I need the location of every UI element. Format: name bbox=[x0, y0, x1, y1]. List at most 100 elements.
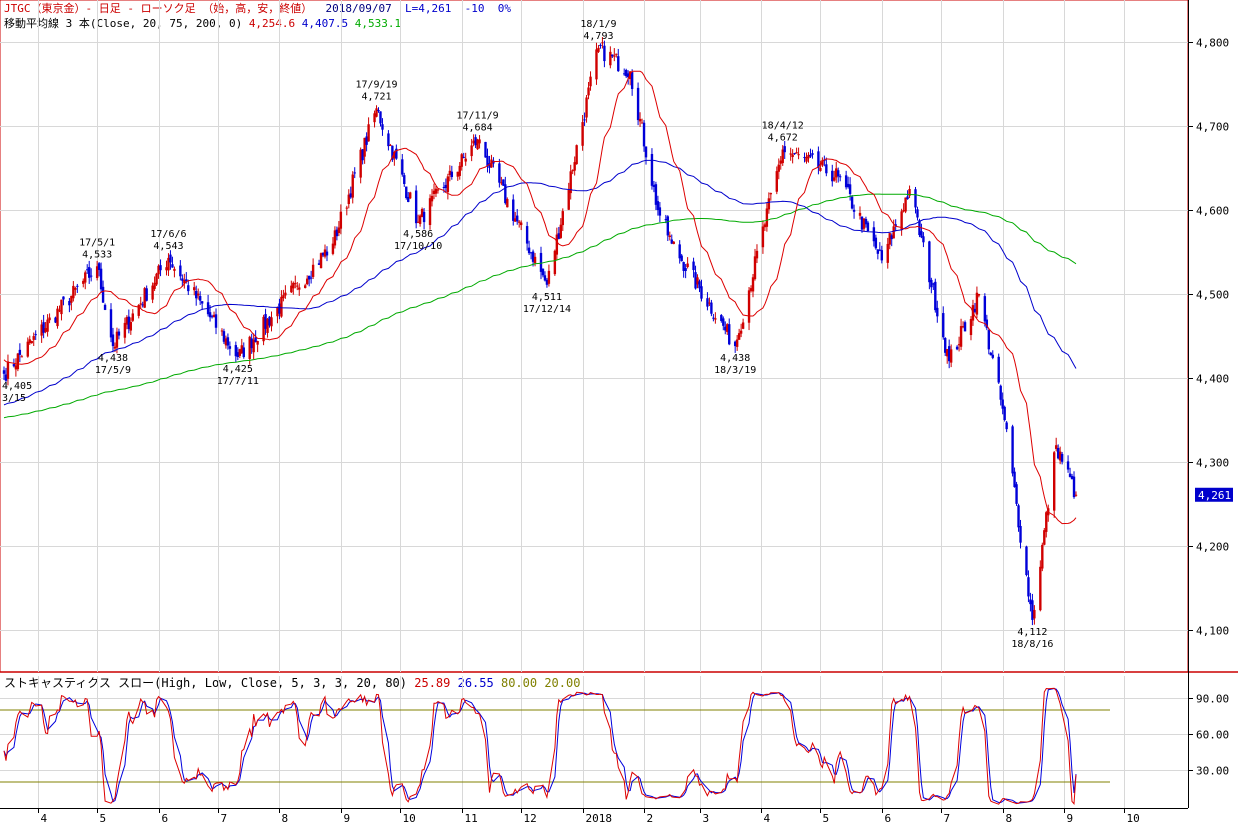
candle-body bbox=[908, 189, 911, 196]
candle-body bbox=[498, 163, 501, 183]
candle-body bbox=[670, 239, 673, 244]
candle-body bbox=[389, 144, 392, 146]
candle-body bbox=[587, 87, 590, 96]
candle-body bbox=[333, 230, 337, 246]
stoch-tick-label: 30.00 bbox=[1196, 765, 1229, 778]
price-tick-label: 4,600 bbox=[1196, 205, 1229, 218]
candle-body bbox=[54, 317, 57, 323]
candle-body bbox=[460, 154, 463, 167]
candle-body bbox=[652, 185, 656, 187]
trough-date-label: 17/12/14 bbox=[523, 304, 571, 315]
candle-body bbox=[58, 310, 61, 312]
candle-body bbox=[84, 272, 87, 283]
candle-body bbox=[228, 346, 232, 349]
trough-date-label: 17/7/11 bbox=[217, 376, 259, 387]
candle-body bbox=[977, 294, 981, 296]
candle-body bbox=[844, 175, 848, 188]
candle-body bbox=[56, 308, 59, 327]
month-label: 6 bbox=[162, 812, 169, 825]
candle-body bbox=[72, 285, 75, 299]
candle-body bbox=[387, 133, 390, 147]
ma75-line bbox=[3, 159, 1077, 406]
candle-body bbox=[706, 298, 709, 307]
candle-body bbox=[726, 324, 729, 332]
trough-price-label: 4,112 bbox=[1017, 627, 1047, 638]
candle-body bbox=[317, 263, 321, 265]
candle-body bbox=[999, 385, 1002, 400]
candle-body bbox=[347, 194, 350, 205]
candle-body bbox=[422, 211, 426, 223]
candle-body bbox=[12, 364, 16, 367]
candle-body bbox=[797, 154, 800, 156]
candle-body bbox=[700, 286, 703, 299]
month-label: 7 bbox=[221, 812, 228, 825]
candle-body bbox=[414, 190, 418, 224]
candle-body bbox=[476, 139, 479, 150]
month-label: 8 bbox=[1006, 812, 1013, 825]
candle-body bbox=[595, 49, 598, 80]
candle-body bbox=[973, 308, 977, 312]
candle-body bbox=[432, 190, 436, 195]
candle-body bbox=[589, 76, 592, 87]
candle-body bbox=[262, 316, 265, 342]
ma20-line bbox=[3, 70, 1077, 525]
candle-body bbox=[1066, 461, 1070, 470]
candle-body bbox=[644, 146, 648, 158]
candle-body bbox=[450, 171, 454, 177]
candle-body bbox=[672, 241, 675, 244]
candle-body bbox=[240, 345, 243, 354]
candle-body bbox=[238, 349, 241, 356]
stoch-tick-label: 60.00 bbox=[1196, 729, 1229, 742]
candle-body bbox=[193, 287, 196, 291]
candle-body bbox=[835, 168, 838, 178]
candle-body bbox=[88, 267, 91, 278]
candle-body bbox=[517, 221, 521, 223]
candle-body bbox=[62, 296, 65, 300]
peak-price-label: 4,721 bbox=[361, 91, 391, 102]
candle-body bbox=[710, 302, 713, 314]
candle-body bbox=[1060, 453, 1064, 462]
trough-date-label: 17/5/9 bbox=[95, 365, 131, 376]
candle-body bbox=[359, 149, 362, 178]
month-label: 2 bbox=[647, 812, 654, 825]
price-change: -10 bbox=[464, 2, 485, 15]
candle-body bbox=[775, 171, 778, 192]
candle-body bbox=[916, 209, 919, 218]
candle-body bbox=[409, 192, 412, 199]
candle-body bbox=[666, 216, 670, 236]
candle-body bbox=[860, 216, 864, 230]
candle-body bbox=[947, 346, 951, 362]
candle-body bbox=[575, 145, 578, 165]
candle-body bbox=[68, 301, 71, 306]
candle-body bbox=[458, 165, 461, 176]
candle-body bbox=[109, 309, 113, 338]
candle-body bbox=[4, 374, 8, 381]
candle-body bbox=[484, 141, 487, 158]
candle-body bbox=[296, 285, 299, 287]
candle-body bbox=[403, 175, 406, 184]
month-label: 6 bbox=[885, 812, 892, 825]
candle-body bbox=[153, 282, 156, 289]
trough-price-label: 4,438 bbox=[720, 353, 750, 364]
candle-body bbox=[444, 184, 448, 188]
candle-body bbox=[777, 164, 780, 172]
stoch-tick-label: 90.00 bbox=[1196, 693, 1229, 706]
candle-body bbox=[472, 140, 475, 144]
candle-body bbox=[838, 176, 842, 178]
price-tick-label: 4,500 bbox=[1196, 289, 1229, 302]
peak-price-label: 4,543 bbox=[153, 241, 183, 252]
month-label: 2018 bbox=[586, 812, 613, 825]
candle-body bbox=[668, 235, 671, 237]
candle-body bbox=[504, 184, 507, 204]
candle-body bbox=[904, 197, 907, 212]
stoch-lower-level: 20.00 bbox=[544, 676, 581, 690]
candle-body bbox=[345, 207, 349, 209]
candle-body bbox=[831, 170, 834, 182]
last-price: L=4,261 bbox=[404, 2, 452, 15]
candle-body bbox=[14, 365, 18, 370]
candle-body bbox=[944, 337, 947, 353]
candle-body bbox=[290, 285, 293, 293]
candle-body bbox=[583, 119, 586, 121]
candle-body bbox=[1058, 451, 1062, 461]
candle-body bbox=[1027, 577, 1030, 597]
